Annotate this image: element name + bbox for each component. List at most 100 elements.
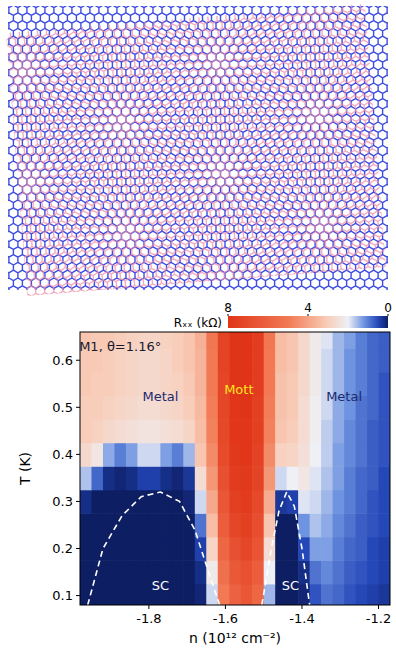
heat-cell	[310, 560, 322, 584]
heat-cell	[172, 332, 184, 349]
heat-cell	[287, 443, 299, 467]
heat-cell	[344, 513, 356, 537]
heat-cell	[206, 348, 218, 372]
heat-cell	[321, 419, 333, 443]
heat-cell	[321, 348, 333, 372]
heat-cell	[356, 490, 368, 514]
heat-cell	[137, 513, 149, 537]
heat-cell	[367, 466, 379, 490]
heat-cell	[333, 466, 345, 490]
heat-cell	[333, 490, 345, 514]
heat-cell	[195, 372, 207, 396]
heat-cell	[114, 372, 126, 396]
heat-cell	[114, 466, 126, 490]
heat-cell	[206, 396, 218, 420]
heat-cell	[321, 443, 333, 467]
heat-cell	[367, 584, 379, 605]
heat-cell	[126, 443, 138, 467]
heat-cell	[252, 396, 264, 420]
heat-cell	[379, 490, 390, 514]
heat-cell	[344, 537, 356, 561]
heat-cell	[344, 348, 356, 372]
heat-cell	[344, 560, 356, 584]
heat-cell	[321, 584, 333, 605]
tc-line	[88, 492, 220, 605]
heat-cell	[333, 419, 345, 443]
heat-cell	[287, 466, 299, 490]
heat-cell	[160, 537, 172, 561]
heat-cell	[172, 560, 184, 584]
colorbar	[228, 316, 388, 328]
heat-cell	[333, 537, 345, 561]
heat-cell	[252, 490, 264, 514]
heat-cell	[218, 560, 230, 584]
heat-cell	[264, 396, 276, 420]
y-tick	[76, 501, 80, 502]
y-axis-title: T (K)	[17, 452, 33, 486]
annotation: SC	[152, 578, 169, 593]
heat-cell	[241, 332, 253, 349]
heat-cell	[206, 466, 218, 490]
heat-cell	[206, 419, 218, 443]
heat-cell	[310, 490, 322, 514]
heat-cell	[367, 490, 379, 514]
heat-cell	[367, 372, 379, 396]
heat-cell	[103, 560, 115, 584]
heat-cell	[137, 466, 149, 490]
heat-cell	[367, 560, 379, 584]
heat-cell	[172, 537, 184, 561]
heat-cell	[183, 396, 195, 420]
heat-cell	[367, 419, 379, 443]
heat-cell	[172, 490, 184, 514]
heat-cell	[149, 490, 161, 514]
heat-cell	[287, 396, 299, 420]
heat-cell	[241, 490, 253, 514]
heat-cell	[264, 419, 276, 443]
heat-cell	[172, 443, 184, 467]
x-axis-title: n (10¹² cm⁻²)	[189, 630, 281, 646]
heat-cell	[333, 513, 345, 537]
heat-cell	[333, 560, 345, 584]
heat-cell	[298, 537, 310, 561]
heat-cell	[252, 372, 264, 396]
heat-cell	[80, 466, 92, 490]
heat-cell	[218, 419, 230, 443]
heat-cell	[344, 443, 356, 467]
heat-cell	[137, 419, 149, 443]
heat-cell	[344, 584, 356, 605]
heat-cell	[298, 490, 310, 514]
heat-cell	[126, 419, 138, 443]
heat-cell	[103, 372, 115, 396]
annotation: M1, θ=1.16°	[79, 339, 161, 354]
heat-cell	[356, 348, 368, 372]
heat-cell	[310, 513, 322, 537]
heat-cell	[195, 348, 207, 372]
heat-cell	[264, 490, 276, 514]
heat-cell	[252, 443, 264, 467]
heat-cell	[241, 560, 253, 584]
heat-cell	[275, 419, 287, 443]
heat-cell	[379, 348, 390, 372]
heat-cell	[252, 466, 264, 490]
heat-cell	[172, 466, 184, 490]
x-tick-label: -1.6	[213, 611, 238, 626]
heat-cell	[229, 396, 241, 420]
heat-cell	[333, 332, 345, 349]
heat-cell	[195, 490, 207, 514]
heat-cell	[183, 537, 195, 561]
heat-cell	[172, 419, 184, 443]
heat-cell	[126, 466, 138, 490]
heat-cell	[149, 443, 161, 467]
heat-cell	[114, 584, 126, 605]
heat-cell	[229, 466, 241, 490]
heat-cell	[206, 537, 218, 561]
heat-cell	[103, 537, 115, 561]
heat-cell	[241, 466, 253, 490]
heat-cell	[195, 443, 207, 467]
heat-cell	[379, 560, 390, 584]
heat-cell	[149, 419, 161, 443]
heat-cell	[80, 396, 92, 420]
heat-cell	[229, 513, 241, 537]
heat-cell	[298, 372, 310, 396]
heat-cell	[206, 332, 218, 349]
